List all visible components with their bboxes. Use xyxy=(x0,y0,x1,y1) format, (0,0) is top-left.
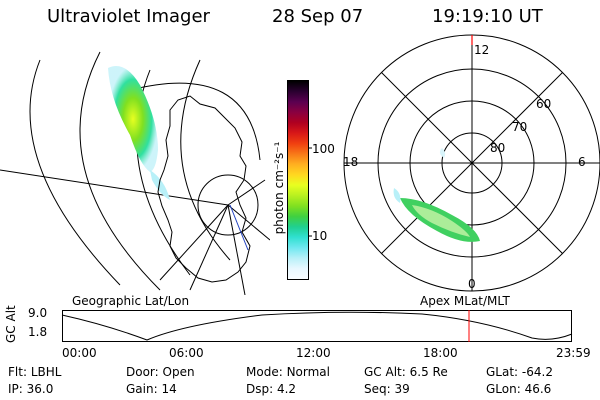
meridian-line xyxy=(227,179,266,206)
altitude-xtick-1800: 18:00 xyxy=(423,346,458,360)
latitude-arc xyxy=(129,82,261,161)
altitude-xtick-1200: 12:00 xyxy=(296,346,331,360)
altitude-ylabel: GC Alt xyxy=(4,305,18,343)
meridian-line xyxy=(0,169,229,206)
lat-label-60: 60 xyxy=(536,97,552,111)
blue-track xyxy=(229,204,249,251)
status-ip: IP: 36.0 xyxy=(8,382,54,396)
instrument-title: Ultraviolet Imager xyxy=(47,6,210,27)
altitude-plot xyxy=(61,310,573,342)
status-seq: Seq: 39 xyxy=(364,382,410,396)
altitude-ytick-1.8: 1.8 xyxy=(28,325,48,339)
latitude-arc xyxy=(180,59,231,261)
altitude-xtick-2359: 23:59 xyxy=(556,346,591,360)
meridian-line xyxy=(227,204,270,241)
color-bar-tick-10: 10 xyxy=(312,229,328,243)
right-panel-label: Apex MLat/MLT xyxy=(420,294,510,308)
status-door: Door: Open xyxy=(126,365,195,379)
color-bar-unit: photon cm⁻²s⁻¹ xyxy=(272,141,286,235)
aurora-tail-left xyxy=(150,170,170,200)
altitude-curve xyxy=(61,311,573,341)
status-glat: GLat: -64.2 xyxy=(486,365,553,379)
altitude-xtick-0000: 00:00 xyxy=(62,346,97,360)
lat-label-80: 80 xyxy=(490,141,506,155)
status-gc-alt: GC Alt: 6.5 Re xyxy=(364,365,448,379)
aurora-oval-left xyxy=(108,66,158,172)
polar-diagonal xyxy=(381,72,563,254)
status-glon: GLon: 46.6 xyxy=(486,382,552,396)
pole-circle xyxy=(197,174,259,236)
latitude-arc xyxy=(79,51,161,291)
image-date: 28 Sep 07 xyxy=(272,6,364,27)
coastline xyxy=(157,95,251,283)
status-flt: Flt: LBHL xyxy=(8,365,62,379)
mlt-label-12: 12 xyxy=(474,43,490,57)
mlt-label-18: 18 xyxy=(343,155,359,169)
altitude-ytick-9: 9.0 xyxy=(28,306,48,320)
color-bar xyxy=(287,80,309,280)
color-bar-ticks xyxy=(308,147,312,237)
meridian-line xyxy=(227,204,246,295)
meridian-line xyxy=(189,204,229,291)
mlt-label-0: 0 xyxy=(468,277,476,291)
left-panel-label: Geographic Lat/Lon xyxy=(72,294,190,308)
status-dsp: Dsp: 4.2 xyxy=(246,382,297,396)
altitude-xtick-0600: 06:00 xyxy=(169,346,204,360)
status-gain: Gain: 14 xyxy=(126,382,177,396)
geographic-map xyxy=(0,51,270,295)
polar-plot xyxy=(343,34,600,292)
latitude-arc xyxy=(29,59,121,286)
status-mode: Mode: Normal xyxy=(246,365,330,379)
mlt-label-6: 6 xyxy=(578,155,586,169)
lat-label-70: 70 xyxy=(512,120,528,134)
image-time: 19:19:10 UT xyxy=(432,6,543,27)
color-bar-tick-100: 100 xyxy=(312,142,335,156)
meridian-line xyxy=(159,204,229,281)
